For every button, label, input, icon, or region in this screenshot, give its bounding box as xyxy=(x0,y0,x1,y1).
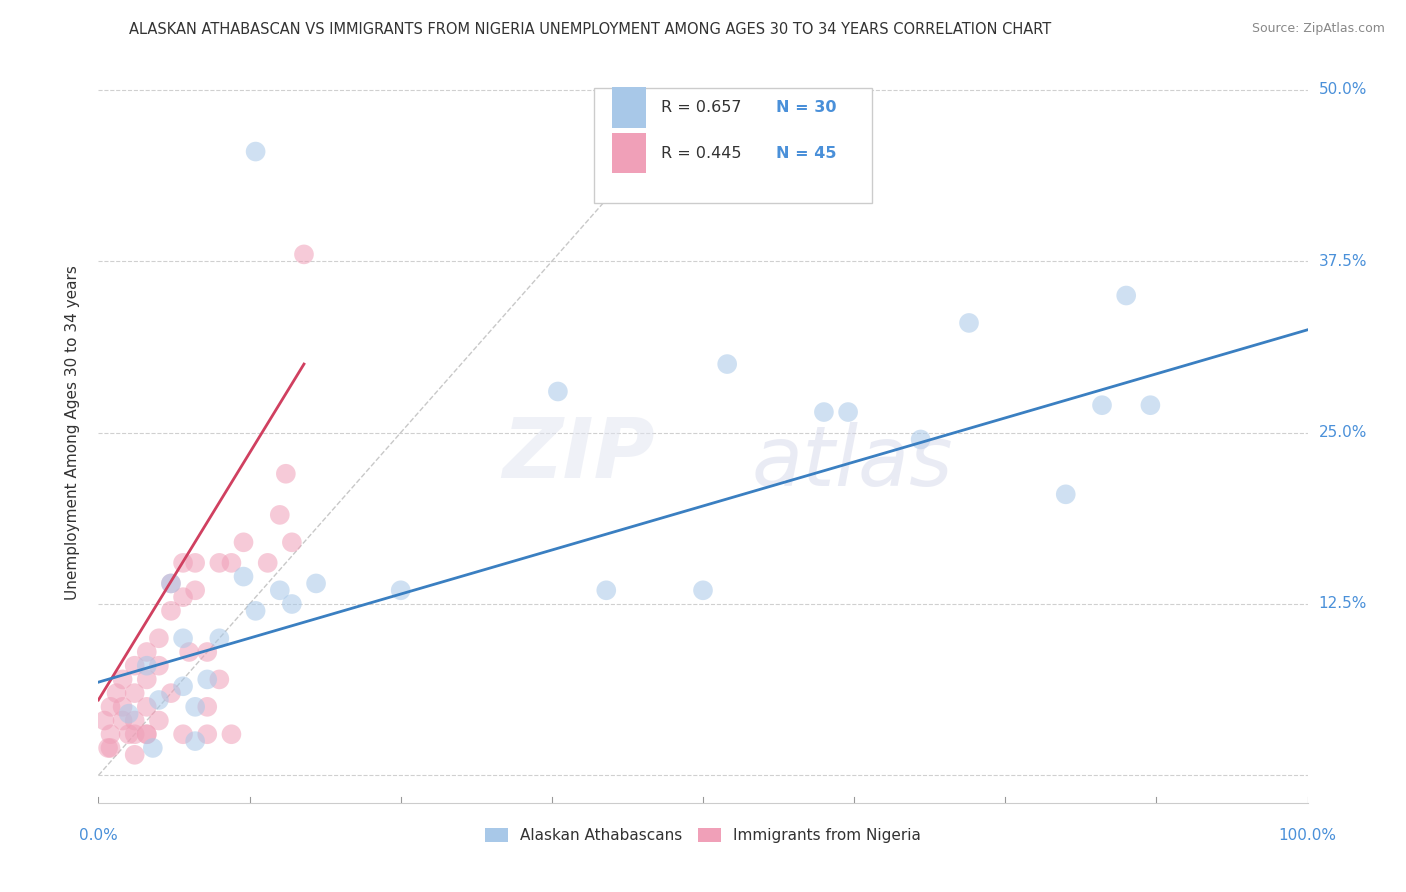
Point xyxy=(100,741,122,756)
Point xyxy=(135,699,157,714)
Point xyxy=(179,645,201,659)
Point xyxy=(184,583,207,598)
Text: 50.0%: 50.0% xyxy=(1319,82,1367,97)
Point xyxy=(813,405,835,419)
Point xyxy=(184,556,207,570)
Point xyxy=(100,699,122,714)
Point xyxy=(148,693,170,707)
Point xyxy=(111,699,134,714)
Point xyxy=(221,556,243,570)
Point xyxy=(172,632,194,646)
Point xyxy=(1054,487,1077,501)
FancyBboxPatch shape xyxy=(613,133,647,173)
Point xyxy=(957,316,980,330)
Point xyxy=(305,576,328,591)
Text: atlas: atlas xyxy=(751,422,953,503)
Text: 0.0%: 0.0% xyxy=(79,828,118,843)
Point xyxy=(160,576,183,591)
Point xyxy=(172,679,194,693)
Text: R = 0.657: R = 0.657 xyxy=(661,100,741,115)
Point xyxy=(135,727,157,741)
Point xyxy=(160,686,183,700)
Point xyxy=(118,727,141,741)
Point xyxy=(118,706,141,721)
Point xyxy=(269,508,291,522)
Point xyxy=(716,357,738,371)
Text: N = 45: N = 45 xyxy=(776,145,837,161)
Point xyxy=(1139,398,1161,412)
Point xyxy=(245,604,267,618)
Text: Source: ZipAtlas.com: Source: ZipAtlas.com xyxy=(1251,22,1385,36)
Point xyxy=(274,467,297,481)
Point xyxy=(148,658,170,673)
Point xyxy=(148,714,170,728)
FancyBboxPatch shape xyxy=(595,88,872,203)
Point xyxy=(232,569,254,583)
Point xyxy=(692,583,714,598)
Y-axis label: Unemployment Among Ages 30 to 34 years: Unemployment Among Ages 30 to 34 years xyxy=(65,265,80,600)
Point xyxy=(547,384,569,399)
Point xyxy=(100,727,122,741)
Point xyxy=(195,673,218,687)
Point xyxy=(124,686,146,700)
Point xyxy=(195,699,218,714)
Text: 37.5%: 37.5% xyxy=(1319,253,1367,268)
Point xyxy=(837,405,859,419)
Point xyxy=(1115,288,1137,302)
Point xyxy=(595,583,617,598)
Point xyxy=(124,747,146,762)
Point xyxy=(97,741,120,756)
Point xyxy=(135,658,157,673)
Point xyxy=(281,535,304,549)
Point xyxy=(172,590,194,604)
Point xyxy=(172,727,194,741)
Legend: Alaskan Athabascans, Immigrants from Nigeria: Alaskan Athabascans, Immigrants from Nig… xyxy=(478,821,928,851)
Point xyxy=(389,583,412,598)
Point xyxy=(105,686,128,700)
Point xyxy=(184,699,207,714)
Point xyxy=(208,556,231,570)
Point xyxy=(124,727,146,741)
Text: ZIP: ZIP xyxy=(502,414,655,495)
Point xyxy=(148,632,170,646)
Point xyxy=(195,727,218,741)
Point xyxy=(135,673,157,687)
Point xyxy=(160,576,183,591)
Point xyxy=(172,556,194,570)
Point xyxy=(269,583,291,598)
Point xyxy=(245,145,267,159)
Point xyxy=(135,727,157,741)
Point xyxy=(160,604,183,618)
Point xyxy=(124,714,146,728)
Point xyxy=(292,247,315,261)
Point xyxy=(208,673,231,687)
Text: 25.0%: 25.0% xyxy=(1319,425,1367,440)
Point xyxy=(232,535,254,549)
Point xyxy=(111,673,134,687)
Text: 12.5%: 12.5% xyxy=(1319,597,1367,612)
Text: 100.0%: 100.0% xyxy=(1278,828,1337,843)
FancyBboxPatch shape xyxy=(613,87,647,128)
Point xyxy=(221,727,243,741)
Point xyxy=(184,734,207,748)
Point xyxy=(208,632,231,646)
Text: R = 0.445: R = 0.445 xyxy=(661,145,741,161)
Point xyxy=(135,645,157,659)
Point xyxy=(111,714,134,728)
Point xyxy=(142,741,165,756)
Point xyxy=(281,597,304,611)
Point xyxy=(910,433,932,447)
Point xyxy=(1091,398,1114,412)
Point xyxy=(195,645,218,659)
Point xyxy=(124,658,146,673)
Text: ALASKAN ATHABASCAN VS IMMIGRANTS FROM NIGERIA UNEMPLOYMENT AMONG AGES 30 TO 34 Y: ALASKAN ATHABASCAN VS IMMIGRANTS FROM NI… xyxy=(129,22,1052,37)
Point xyxy=(93,714,115,728)
Text: N = 30: N = 30 xyxy=(776,100,837,115)
Point xyxy=(256,556,278,570)
